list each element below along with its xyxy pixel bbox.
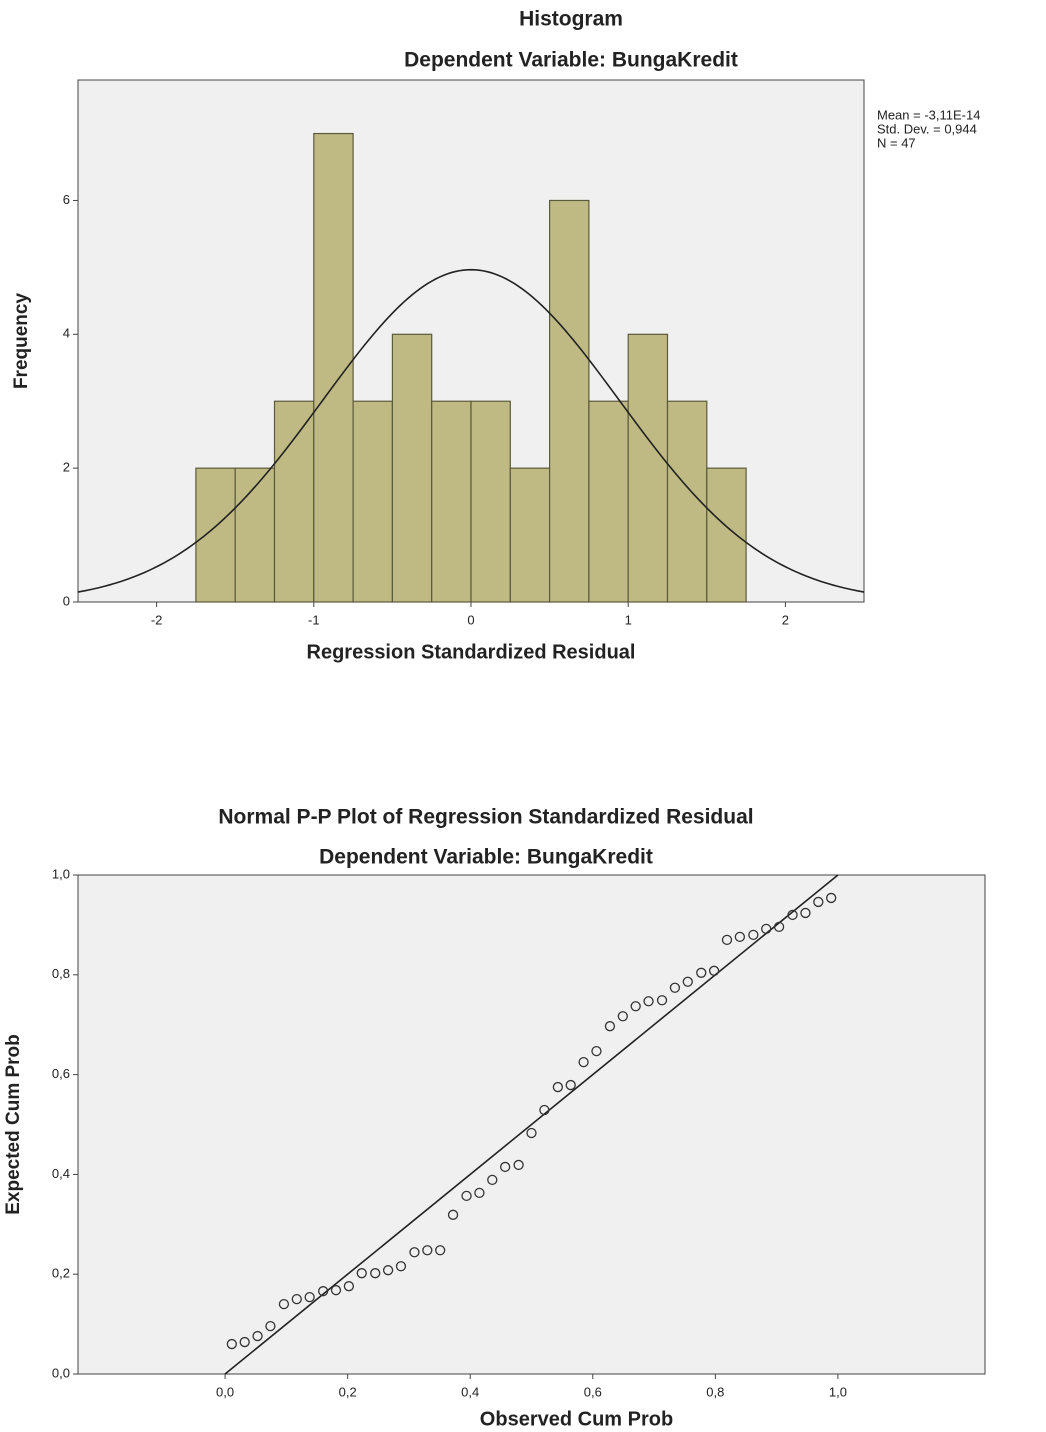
y-tick-label: 4: [63, 326, 70, 341]
x-tick-label: -1: [308, 612, 320, 627]
x-tick-label: 1: [625, 612, 632, 627]
page: Histogram Dependent Variable: BungaKredit…: [0, 0, 1046, 1432]
histogram-bar: [471, 401, 510, 602]
x-tick-label: 0,2: [339, 1384, 357, 1399]
y-tick-label: 0,0: [52, 1365, 70, 1380]
histogram-bar: [589, 401, 628, 602]
y-tick-label: 6: [63, 192, 70, 207]
histogram-bar: [353, 401, 392, 602]
x-tick-label: 2: [782, 612, 789, 627]
x-tick-label: 0,6: [584, 1384, 602, 1399]
x-tick-label: 0,4: [461, 1384, 479, 1399]
x-tick-label: 0,0: [216, 1384, 234, 1399]
x-axis-label: Observed Cum Prob: [480, 1408, 673, 1430]
chart-subtitle: Dependent Variable: BungaKredit: [319, 846, 653, 869]
y-axis-label: Frequency: [11, 293, 32, 390]
y-tick-label: 0,4: [52, 1166, 70, 1181]
chart-subtitle: Dependent Variable: BungaKredit: [404, 49, 738, 72]
y-tick-label: 0,2: [52, 1266, 70, 1281]
x-tick-label: 1,0: [829, 1384, 847, 1399]
stats-label: N = 47: [877, 135, 916, 150]
chart-title: Histogram: [519, 8, 623, 31]
histogram-bar: [707, 468, 746, 602]
histogram-bar: [510, 468, 549, 602]
histogram-bar: [628, 334, 667, 602]
stats-label: Std. Dev. = 0,944: [877, 121, 977, 136]
y-tick-label: 2: [63, 460, 70, 475]
x-tick-label: 0,8: [706, 1384, 724, 1399]
charts: Histogram Dependent Variable: BungaKredit…: [0, 0, 1046, 1432]
y-tick-label: 1,0: [52, 866, 70, 881]
histogram-bar: [235, 468, 274, 602]
histogram-bar: [432, 401, 471, 602]
y-tick-label: 0,8: [52, 966, 70, 981]
y-tick-label: 0,6: [52, 1066, 70, 1081]
histogram-bar: [392, 334, 431, 602]
histogram-bar: [196, 468, 235, 602]
histogram-bar: [275, 401, 314, 602]
stats-label: Mean = -3,11E-14: [877, 107, 980, 122]
histogram-bar: [550, 200, 589, 602]
x-tick-label: -2: [151, 612, 163, 627]
x-tick-label: 0: [467, 612, 474, 627]
x-axis-label: Regression Standardized Residual: [307, 641, 636, 663]
y-tick-label: 0: [63, 593, 70, 608]
y-axis-label: Expected Cum Prob: [3, 1034, 24, 1215]
chart-title: Normal P-P Plot of Regression Standardiz…: [218, 806, 753, 829]
